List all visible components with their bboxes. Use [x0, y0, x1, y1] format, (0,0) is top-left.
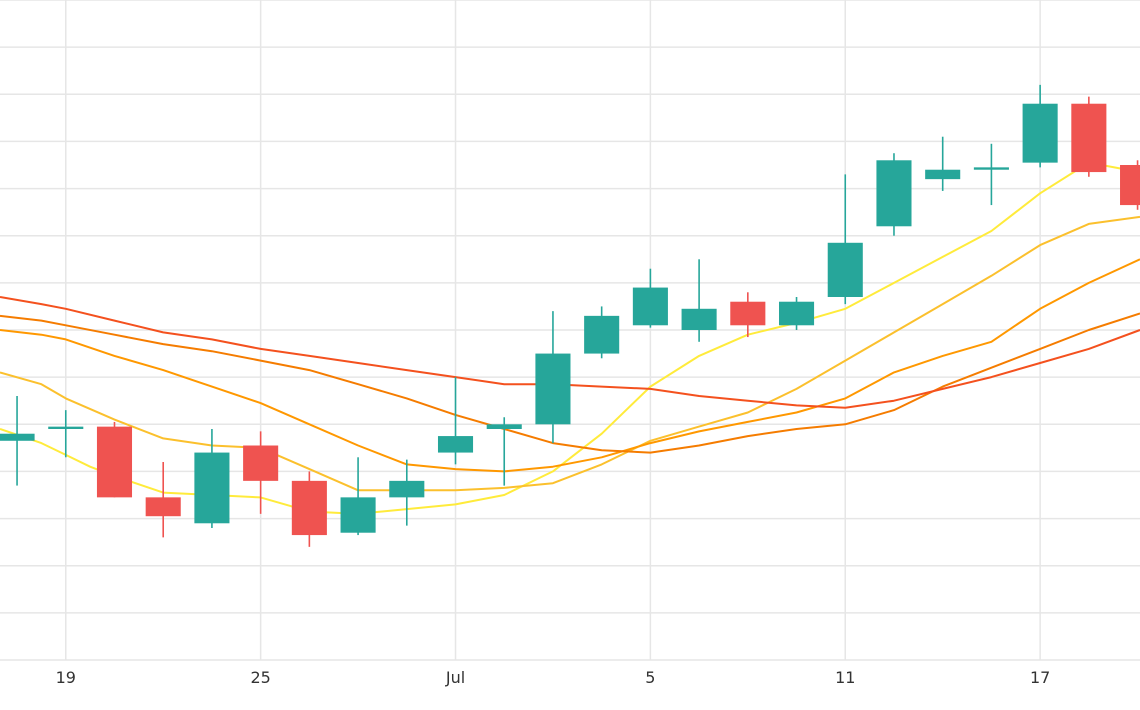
candle	[779, 297, 815, 330]
candle	[437, 377, 474, 465]
x-tick-label: 11	[835, 668, 855, 687]
candle	[243, 431, 279, 514]
candle-body	[48, 426, 84, 429]
candle	[876, 153, 912, 236]
grid	[0, 0, 1140, 661]
candle	[1071, 96, 1107, 177]
x-tick-label: 5	[645, 668, 655, 687]
moving-average-line-1	[0, 161, 1140, 515]
candle	[535, 311, 571, 444]
candle-body	[340, 497, 376, 533]
candle	[730, 292, 766, 338]
x-tick-label: Jul	[445, 668, 465, 687]
candle-body	[876, 160, 912, 227]
candle	[827, 174, 863, 305]
candle	[48, 410, 84, 458]
x-axis-ticks: 19 25 Jul 5 11 17	[56, 668, 1051, 687]
candle-body	[1022, 103, 1058, 163]
candle	[1120, 160, 1140, 210]
candle-body	[243, 445, 279, 481]
candle-body	[437, 436, 474, 453]
candles	[0, 84, 1140, 547]
candle-body	[194, 452, 230, 524]
candle	[584, 306, 620, 359]
candle	[973, 143, 1009, 206]
candle	[681, 259, 717, 342]
candle	[340, 457, 376, 536]
candle	[389, 459, 425, 526]
candle-body	[389, 480, 425, 498]
candle-body	[145, 497, 181, 517]
candle-body	[730, 301, 766, 326]
candle-body	[779, 301, 815, 326]
candle-body	[0, 433, 35, 441]
moving-averages	[0, 161, 1140, 515]
candle-body	[632, 287, 668, 326]
candle-body	[1120, 165, 1140, 206]
candle	[1022, 84, 1058, 168]
candle	[632, 268, 668, 328]
candle-body	[1071, 103, 1107, 173]
candle-body	[291, 480, 327, 536]
x-tick-label: 17	[1030, 668, 1050, 687]
moving-average-line-2	[0, 215, 1140, 492]
candle	[194, 429, 230, 528]
candle	[925, 136, 961, 191]
x-tick-label: 25	[250, 668, 270, 687]
candle-body	[96, 426, 133, 498]
candle	[145, 462, 181, 538]
candle-body	[486, 424, 522, 429]
candle-body	[925, 169, 961, 180]
x-tick-label: 19	[56, 668, 76, 687]
moving-average-line-3	[0, 258, 1140, 473]
candle-body	[973, 167, 1009, 170]
candle	[96, 421, 133, 498]
candle-body	[681, 308, 717, 330]
candle-body	[827, 242, 863, 297]
candle-body	[584, 315, 620, 354]
candle-body	[535, 353, 571, 425]
candle	[291, 471, 327, 547]
candle	[486, 417, 522, 486]
candle	[0, 396, 35, 486]
